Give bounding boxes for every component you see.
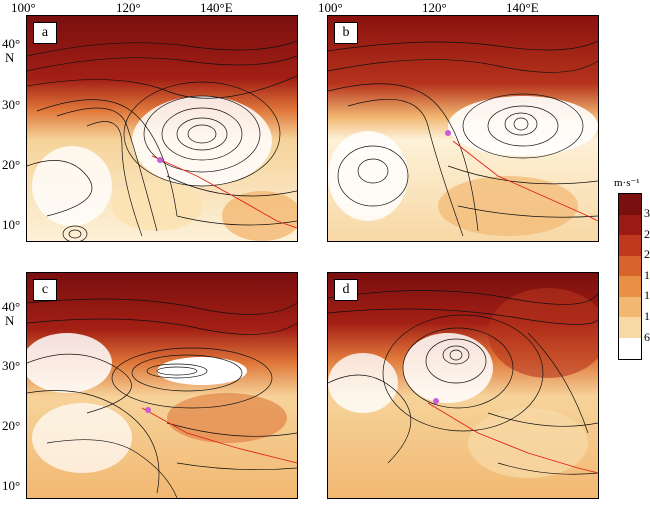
lon-label-100-b: 100° [318,0,343,15]
lat-label-20-top: 20° [2,157,21,172]
colorbar-segment-5 [619,296,641,317]
colorbar-segment-4 [619,276,641,297]
panel-label-d: d [334,279,358,301]
lat-label-40-top: 40° [2,36,21,51]
streamline-map-b [328,16,598,241]
panel-label-c: c [33,279,57,301]
colorbar-segment-1 [619,214,641,235]
lon-label-120-b: 120° [422,0,447,15]
colorbar-tick-14: 14 [644,288,650,302]
map-panel-a: a [26,15,298,242]
colorbar-segment-2 [619,235,641,256]
map-panel-d: d [327,272,599,499]
storm-position-marker [445,130,451,136]
colorbar-unit: m·s⁻¹ [614,177,640,189]
colorbar-tick-22: 22 [644,247,650,261]
colorbar-segment-6 [619,317,641,338]
lon-label-140-b: 140°E [506,0,539,15]
lat-label-10-top: 10° [2,217,21,232]
lon-label-120-a: 120° [116,0,141,15]
streamline-map-d [328,273,598,498]
colorbar [618,193,642,360]
lat-label-30-bottom: 30° [2,358,21,373]
lat-label-20-bottom: 20° [2,418,21,433]
colorbar-tick-26: 26 [644,227,650,241]
storm-position-marker [145,407,151,413]
colorbar-tick-6: 6 [644,330,650,344]
lat-hemisphere-bottom: N [5,313,15,328]
colorbar-segment-3 [619,255,641,276]
lat-label-40-bottom: 40° [2,299,21,314]
lat-label-30-top: 30° [2,97,21,112]
storm-position-marker [433,398,439,404]
lon-label-140-a: 140°E [200,0,233,15]
streamline-map-a [27,16,297,241]
colorbar-tick-18: 18 [644,268,650,282]
panel-label-a: a [33,22,57,44]
lon-label-100-a: 100° [11,0,36,15]
storm-position-marker [157,157,163,163]
lat-hemisphere-top: N [5,50,15,65]
map-panel-c: c [26,272,298,499]
lat-label-10-bottom: 10° [2,478,21,493]
colorbar-tick-10: 10 [644,309,650,323]
panel-label-b: b [334,22,358,44]
map-panel-b: b [327,15,599,242]
colorbar-segment-0 [619,194,641,215]
colorbar-segment-7 [619,337,641,358]
colorbar-tick-30: 30 [644,206,650,220]
streamline-map-c [27,273,297,498]
